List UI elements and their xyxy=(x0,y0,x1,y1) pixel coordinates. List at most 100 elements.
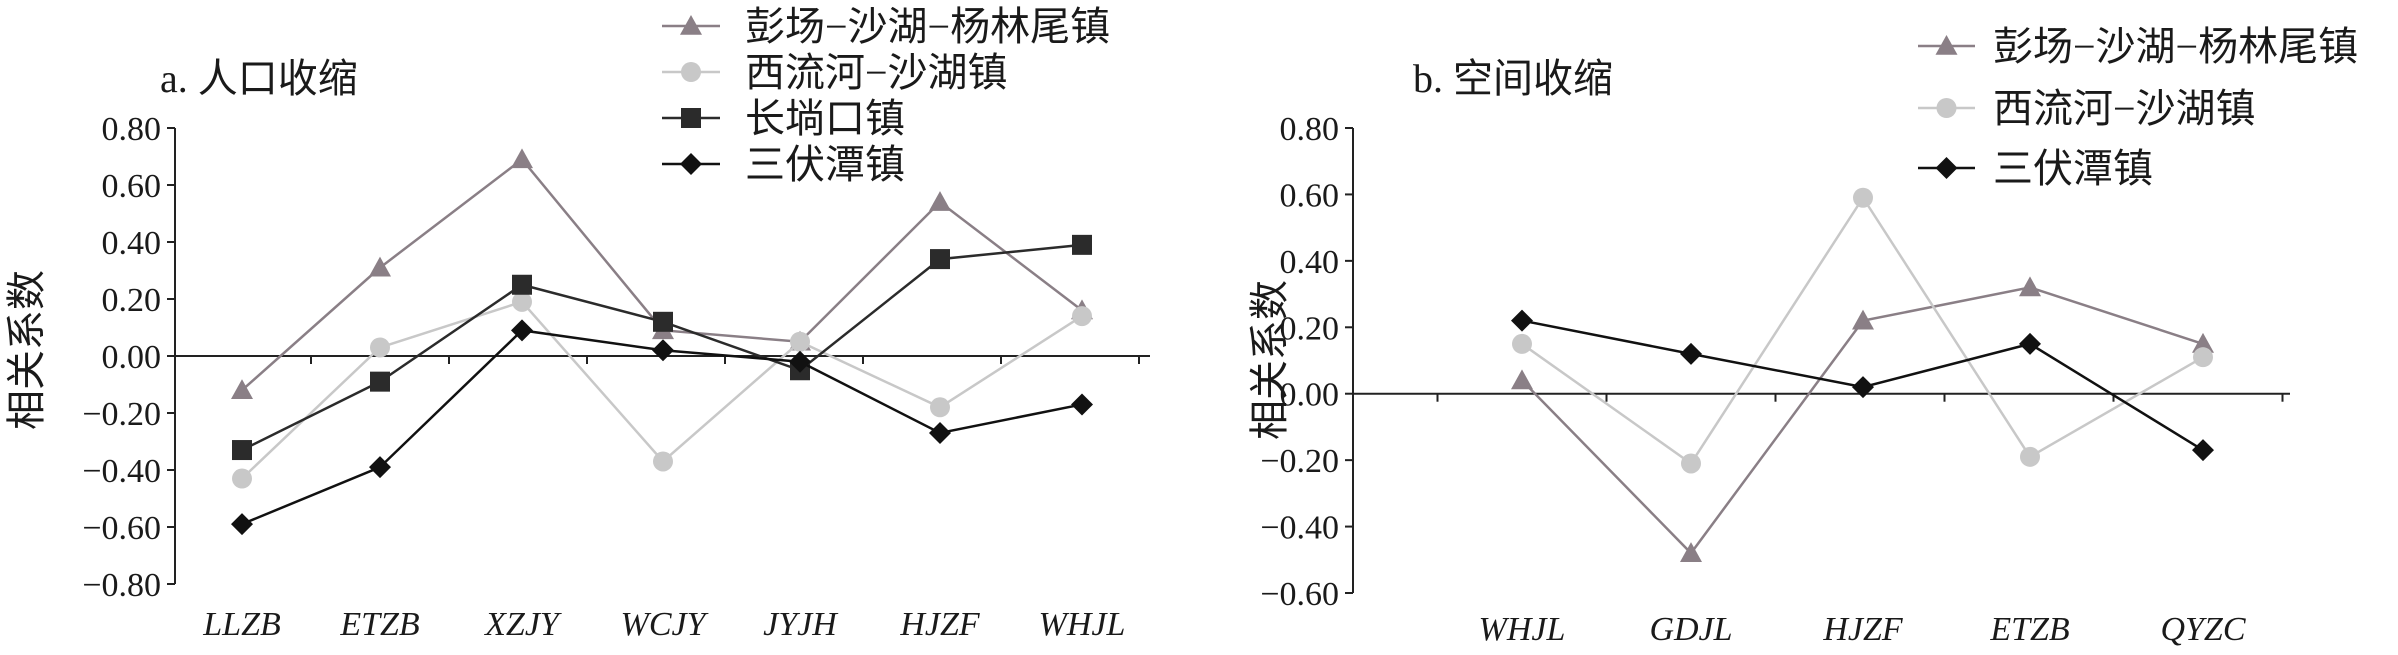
data-point xyxy=(232,440,252,461)
data-point xyxy=(1852,309,1874,330)
x-tick-label: HJZF xyxy=(899,606,981,643)
y-tick-label: −0.60 xyxy=(82,510,161,547)
x-tick-label: GDJL xyxy=(1649,611,1732,648)
legend-entry: 三伏潭镇 xyxy=(1918,146,2153,191)
series-line xyxy=(1521,195,2204,466)
y-tick-label: 0.40 xyxy=(1280,244,1340,281)
legend-label: 彭场−沙湖−杨林尾镇 xyxy=(1993,24,2358,69)
legend-marker xyxy=(1935,157,1958,179)
y-tick-label: −0.40 xyxy=(82,453,161,490)
data-point xyxy=(1681,453,1701,474)
y-tick-label: −0.20 xyxy=(1260,443,1339,480)
data-point xyxy=(653,451,673,472)
data-point xyxy=(370,337,390,358)
y-tick-label: 0.60 xyxy=(1280,177,1340,214)
x-tick-label: WHJL xyxy=(1039,606,1126,643)
series-3 xyxy=(231,319,1093,536)
legend-label: 彭场−沙湖−杨林尾镇 xyxy=(745,4,1110,49)
legend-entry: 长埫口镇 xyxy=(662,96,905,141)
y-tick-label: 0.80 xyxy=(1280,111,1340,148)
y-tick-label: 0.00 xyxy=(1280,377,1340,414)
y-tick-label: −0.80 xyxy=(82,567,161,604)
data-point xyxy=(1511,309,1533,332)
data-point xyxy=(2020,446,2040,467)
data-point xyxy=(231,379,253,399)
legend-marker xyxy=(680,15,702,35)
data-point xyxy=(232,468,252,489)
y-tick-label: 0.20 xyxy=(1280,310,1340,347)
chart-title: b. 空间收缩 xyxy=(1413,56,1613,101)
legend-entry: 三伏潭镇 xyxy=(662,142,905,187)
series-0 xyxy=(231,148,1093,399)
data-point xyxy=(652,339,674,362)
data-point xyxy=(1680,342,1702,365)
data-point xyxy=(1852,376,1874,399)
x-tick-label: ETZB xyxy=(1989,611,2070,648)
data-point xyxy=(1853,187,1873,208)
legend-entry: 西流河−沙湖镇 xyxy=(662,50,1008,95)
chart-title: a. 人口收缩 xyxy=(160,56,358,101)
legend-label: 西流河−沙湖镇 xyxy=(1993,86,2256,131)
data-point xyxy=(1511,369,1533,390)
series-1 xyxy=(1512,187,2213,474)
data-point xyxy=(1071,393,1093,416)
y-tick-label: 0.20 xyxy=(102,282,162,319)
y-tick-label: 0.80 xyxy=(102,111,162,148)
data-point xyxy=(653,311,673,332)
series-0 xyxy=(1511,276,2214,562)
series-2 xyxy=(232,234,1092,461)
data-point xyxy=(929,421,951,444)
data-point xyxy=(2019,332,2041,355)
data-point xyxy=(512,274,532,295)
data-point xyxy=(369,256,391,277)
data-point xyxy=(370,371,390,392)
legend-marker xyxy=(681,62,701,82)
data-point xyxy=(929,191,951,211)
legend-entry: 彭场−沙湖−杨林尾镇 xyxy=(1918,24,2358,69)
legend-label: 西流河−沙湖镇 xyxy=(745,50,1008,95)
x-tick-label: HJZF xyxy=(1822,611,1904,648)
legend-entry: 西流河−沙湖镇 xyxy=(1918,86,2256,131)
data-point xyxy=(512,291,532,312)
legend-marker xyxy=(1936,98,1957,118)
x-tick-label: XZJY xyxy=(483,606,562,643)
legend-label: 三伏潭镇 xyxy=(1993,146,2153,191)
y-axis-label: 相关系数 xyxy=(1247,280,1292,440)
y-tick-label: 0.00 xyxy=(102,339,162,376)
y-tick-label: −0.40 xyxy=(1260,510,1339,547)
legend-marker xyxy=(681,108,701,128)
series-2 xyxy=(1511,309,2214,462)
data-point xyxy=(2193,347,2213,368)
data-point xyxy=(2019,276,2041,297)
legend-marker xyxy=(680,153,702,175)
y-tick-label: −0.60 xyxy=(1260,576,1339,613)
x-tick-label: ETZB xyxy=(339,606,420,643)
series-1 xyxy=(232,291,1092,489)
data-point xyxy=(511,148,533,169)
data-point xyxy=(2192,439,2214,462)
data-point xyxy=(369,456,391,479)
data-point xyxy=(789,350,811,373)
data-point xyxy=(231,513,253,536)
data-point xyxy=(1512,333,1532,354)
legend-label: 长埫口镇 xyxy=(745,96,905,141)
x-tick-label: JYJH xyxy=(763,606,839,643)
data-point xyxy=(1072,306,1092,327)
data-point xyxy=(790,331,810,352)
data-point xyxy=(511,319,533,342)
x-tick-label: LLZB xyxy=(202,606,281,643)
y-tick-label: −0.20 xyxy=(82,396,161,433)
x-tick-label: QYZC xyxy=(2160,611,2245,648)
data-point xyxy=(930,397,950,418)
data-point xyxy=(930,249,950,270)
y-axis-label: 相关系数 xyxy=(4,270,49,430)
x-tick-label: WCJY xyxy=(621,606,709,643)
x-tick-label: WHJL xyxy=(1479,611,1566,648)
y-tick-label: 0.40 xyxy=(102,225,162,262)
legend-entry: 彭场−沙湖−杨林尾镇 xyxy=(662,4,1110,49)
y-tick-label: 0.60 xyxy=(102,168,162,205)
data-point xyxy=(2192,332,2214,353)
